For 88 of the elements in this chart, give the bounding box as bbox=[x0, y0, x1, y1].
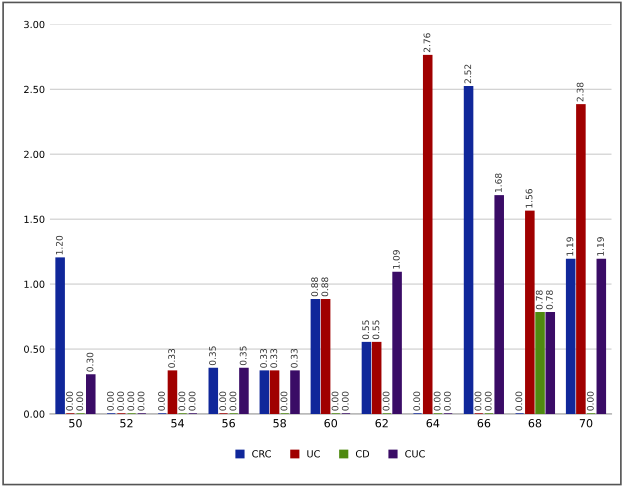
bar bbox=[535, 312, 545, 414]
bar bbox=[168, 370, 178, 414]
data-label: 0.88 bbox=[321, 277, 328, 296]
data-label: 0.00 bbox=[332, 392, 338, 411]
data-label: 0.00 bbox=[342, 392, 349, 411]
bar bbox=[362, 342, 372, 414]
text: 1.50 bbox=[24, 216, 44, 223]
bar bbox=[270, 370, 280, 414]
bar bbox=[525, 210, 535, 414]
data-label: 0.00 bbox=[106, 392, 114, 411]
x-tick-label: 58 bbox=[273, 419, 286, 428]
data-label: 0.00 bbox=[515, 392, 522, 411]
bar bbox=[208, 368, 218, 414]
bar bbox=[372, 342, 382, 414]
x-tick-label: 60 bbox=[324, 419, 338, 428]
bar bbox=[86, 374, 96, 414]
data-label: 0.00 bbox=[158, 392, 165, 411]
data-label: 0.00 bbox=[76, 392, 84, 411]
bar bbox=[494, 195, 504, 414]
data-label: 0.00 bbox=[444, 392, 451, 411]
x-tick-label: 54 bbox=[171, 419, 184, 428]
bar bbox=[464, 86, 474, 414]
bar bbox=[239, 368, 249, 414]
data-label: 0.78 bbox=[546, 290, 553, 310]
bar bbox=[596, 258, 606, 414]
data-label: 0.00 bbox=[219, 392, 226, 411]
data-label: 1.09 bbox=[392, 250, 400, 269]
x-tick-label: 66 bbox=[478, 419, 490, 428]
bar bbox=[260, 370, 270, 414]
x-tick-label: 50 bbox=[69, 419, 82, 428]
data-label: 0.35 bbox=[209, 346, 216, 366]
bar bbox=[576, 104, 586, 414]
data-label: 2.52 bbox=[464, 64, 472, 84]
legend-label: CD bbox=[356, 450, 370, 458]
data-label: 0.00 bbox=[586, 392, 594, 411]
legend-label: UC bbox=[307, 450, 320, 458]
data-label: 0.00 bbox=[188, 392, 196, 411]
data-label: 1.19 bbox=[597, 237, 604, 256]
x-tick-label: 56 bbox=[222, 419, 235, 428]
text: 0.00 bbox=[24, 410, 44, 418]
x-tick-label: 68 bbox=[528, 419, 542, 428]
data-label: 0.55 bbox=[372, 320, 380, 340]
data-label: 0.00 bbox=[434, 392, 441, 411]
text: 0.50 bbox=[24, 345, 44, 353]
data-label: 0.00 bbox=[178, 392, 186, 411]
data-label: 0.33 bbox=[260, 348, 267, 368]
data-label: 0.00 bbox=[474, 392, 482, 411]
data-label: 1.19 bbox=[566, 237, 574, 256]
data-label: 0.30 bbox=[86, 352, 94, 372]
data-label: 0.33 bbox=[290, 348, 298, 368]
data-label: 0.00 bbox=[280, 392, 288, 411]
data-label: 0.33 bbox=[168, 348, 176, 368]
data-label: 2.76 bbox=[424, 33, 430, 52]
bar bbox=[422, 54, 433, 414]
data-label: 0.00 bbox=[66, 392, 73, 411]
bar bbox=[310, 298, 320, 414]
data-label: 1.56 bbox=[526, 189, 532, 208]
data-label: 0.00 bbox=[484, 392, 492, 411]
data-label: 1.20 bbox=[56, 236, 63, 254]
bar bbox=[392, 272, 402, 414]
data-label: 0.78 bbox=[536, 290, 543, 310]
bar bbox=[320, 298, 330, 414]
text: 1.00 bbox=[24, 280, 44, 288]
data-label: 0.00 bbox=[382, 392, 390, 411]
x-tick-label: 52 bbox=[120, 419, 132, 428]
x-tick-label: 64 bbox=[426, 419, 440, 428]
data-label: 0.33 bbox=[270, 348, 278, 368]
data-label: 0.88 bbox=[311, 277, 318, 296]
bar bbox=[566, 258, 576, 414]
data-label: 0.00 bbox=[138, 392, 144, 411]
data-label: 0.00 bbox=[127, 392, 134, 411]
data-label: 1.68 bbox=[494, 174, 502, 192]
legend-label: CUC bbox=[405, 450, 425, 458]
data-label: 0.00 bbox=[230, 392, 236, 411]
data-label: 2.38 bbox=[576, 82, 584, 102]
data-label: 0.35 bbox=[240, 346, 247, 366]
bar bbox=[55, 257, 65, 414]
data-label: 0.55 bbox=[362, 320, 370, 340]
text: 2.00 bbox=[24, 150, 44, 158]
data-label: 0.00 bbox=[413, 392, 420, 411]
text: 3.00 bbox=[24, 20, 44, 28]
x-tick-label: 70 bbox=[580, 419, 592, 428]
legend-label: CRC bbox=[252, 450, 271, 458]
x-tick-label: 62 bbox=[375, 419, 388, 428]
text: 2.50 bbox=[24, 86, 44, 94]
bar bbox=[545, 312, 556, 414]
bar bbox=[290, 370, 300, 414]
data-label: 0.00 bbox=[117, 392, 124, 411]
